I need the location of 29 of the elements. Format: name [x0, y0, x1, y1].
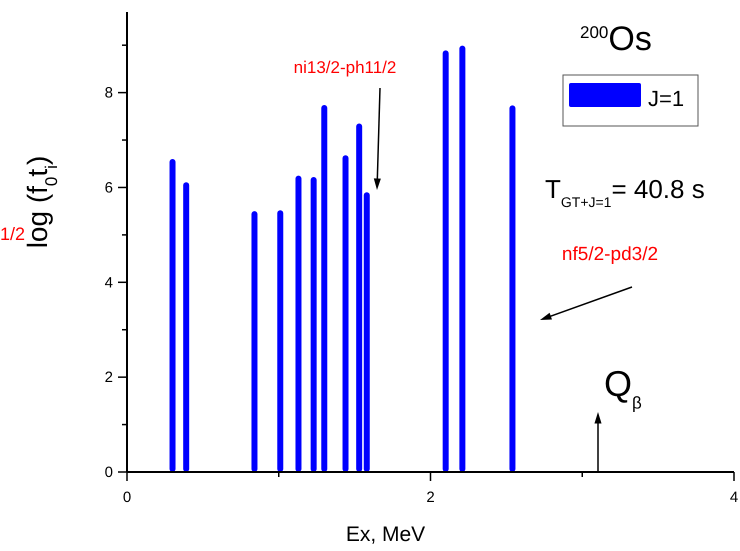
- x-tick-label: 2: [426, 489, 435, 506]
- annotation: nf5/2-pd3/2: [562, 244, 658, 265]
- bar: [459, 46, 466, 472]
- y-tick-label: 6: [104, 179, 113, 196]
- bar: [442, 50, 449, 472]
- x-tick-label: 4: [730, 489, 738, 506]
- bar: [321, 104, 328, 472]
- bar: [509, 105, 516, 472]
- y-tick-label: 2: [104, 369, 113, 386]
- bar: [251, 211, 258, 472]
- chart-title: $^{200}$Os: [580, 20, 652, 58]
- y-tick-label: 0: [104, 464, 113, 481]
- text: 1/2: [0, 224, 26, 244]
- bar: [310, 177, 317, 472]
- y-tick-label: 4: [104, 274, 113, 292]
- x-axis-title: Ex, MeV: [346, 523, 426, 546]
- legend-label: J=1: [648, 86, 684, 111]
- y-tick-label: 8: [104, 84, 113, 102]
- bar: [170, 159, 176, 472]
- annotation: Q$_{β}$: [604, 363, 642, 413]
- bar: [295, 176, 302, 472]
- annotation: ni13/2-ph11/2: [294, 58, 396, 77]
- x-tick-label: 0: [122, 489, 132, 506]
- bar: [342, 155, 349, 472]
- bar: [364, 192, 370, 472]
- bar: [183, 182, 190, 472]
- bar: [277, 210, 284, 472]
- annotation: T$_{GT+J=1}$= 40.8 s: [545, 174, 705, 210]
- bar: [356, 123, 362, 472]
